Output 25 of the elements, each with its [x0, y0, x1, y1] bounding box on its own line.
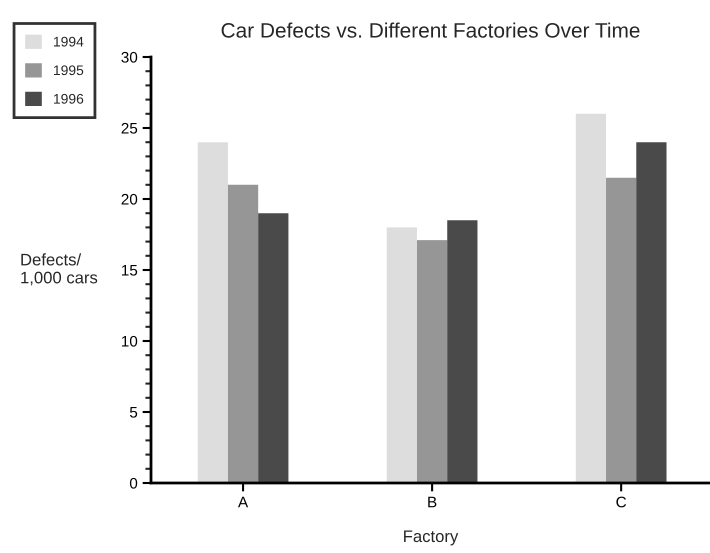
legend-label: 1995: [54, 65, 84, 76]
bar: [576, 114, 606, 483]
y-tick-label: 15: [122, 265, 138, 276]
y-tick-label: 25: [122, 122, 138, 134]
bar: [228, 184, 258, 483]
x-tick-label: A: [238, 496, 248, 508]
bar: [606, 178, 636, 483]
y-tick-label: 5: [130, 407, 138, 418]
bar: [198, 142, 228, 483]
bar: [258, 213, 288, 483]
x-tick-label: B: [428, 496, 436, 508]
y-tick-label: 0: [130, 478, 138, 489]
bar: [447, 220, 478, 483]
bar: [386, 227, 417, 483]
bar: [636, 142, 667, 483]
legend-label: 1996: [54, 94, 84, 104]
bar: [416, 240, 448, 483]
y-tick-label: 30: [121, 52, 138, 63]
y-tick-label: 10: [122, 336, 138, 347]
y-axis-title: Defects/ 1,000 cars: [21, 253, 98, 286]
x-tick-label: C: [616, 496, 626, 508]
legend-label: 1994: [54, 36, 84, 47]
y-tick-label: 20: [122, 194, 138, 205]
chart-title: Car Defects vs. Different Factories Over Time: [222, 22, 640, 38]
x-axis-title: Factory: [404, 530, 458, 546]
